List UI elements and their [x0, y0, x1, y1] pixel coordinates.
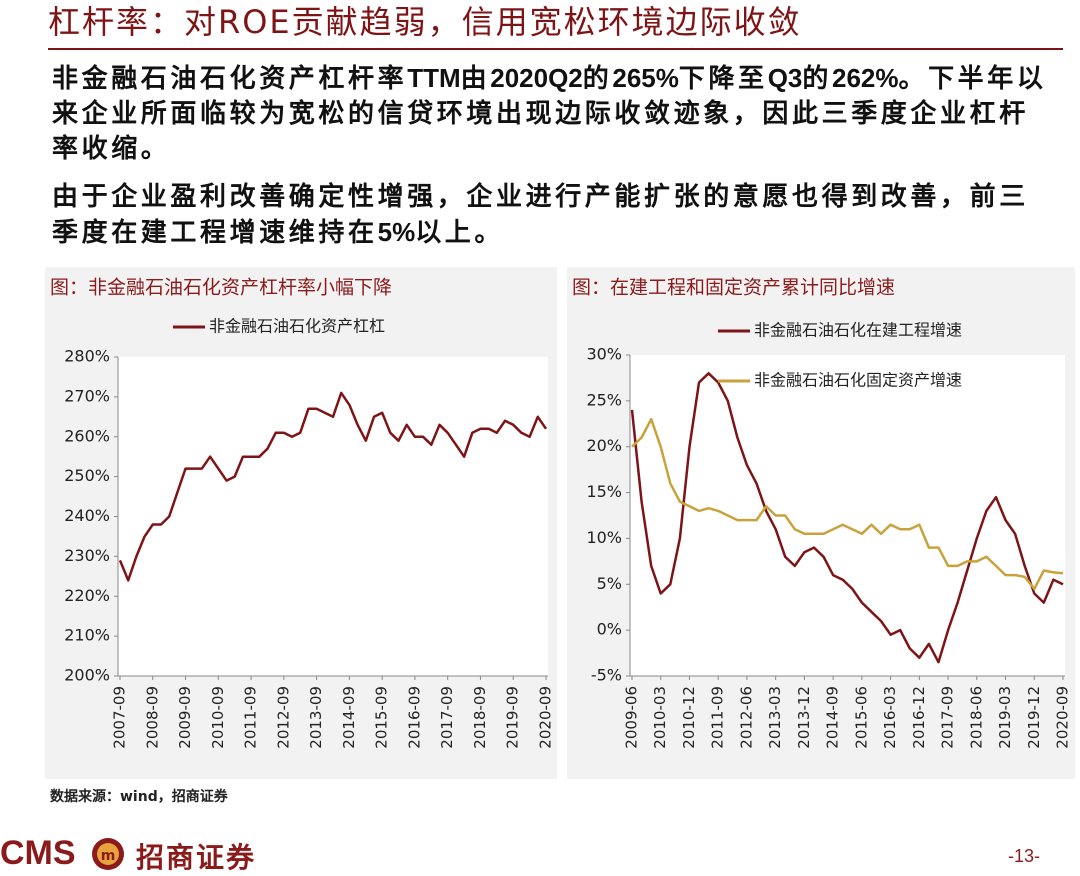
x-tick-label: 2019-09: [504, 686, 522, 749]
x-tick-label: 2010-03: [651, 686, 669, 749]
x-tick-label: 2018-09: [471, 686, 489, 749]
logo: [97, 843, 119, 865]
chart-title: 图：非金融石油石化资产杠杆率小幅下降: [50, 277, 392, 299]
text-run: 。下半年以来企业所面临较为宽松的信贷环境出现边际收敛迹象，因此三季度企业杠杆率收…: [52, 64, 1047, 164]
x-tick-label: 2013-09: [307, 686, 325, 749]
x-tick-label: 2015-06: [852, 686, 870, 749]
y-tick-label: 0%: [597, 620, 622, 639]
text-run: 262%: [831, 63, 899, 93]
y-tick-label: 25%: [586, 390, 622, 409]
y-tick-label: 30%: [586, 345, 622, 364]
x-tick-label: 2015-09: [373, 686, 391, 749]
x-tick-label: 2017-09: [939, 686, 957, 749]
x-tick-label: 2014-09: [824, 686, 842, 749]
legend-label: 非金融石油石化在建工程增速: [754, 321, 962, 340]
x-tick-label: 2009-09: [176, 686, 194, 749]
x-tick-label: 2010-12: [680, 686, 698, 749]
text-run: 265%: [612, 63, 679, 93]
y-tick-label: 230%: [64, 546, 110, 565]
source: 数据来源：wind，招商证券: [50, 789, 228, 805]
x-tick-label: 2013-12: [795, 686, 813, 749]
page-number: -13-: [1008, 846, 1041, 866]
text-run: 下降至: [678, 64, 768, 94]
x-tick-label: 2014-09: [340, 686, 358, 749]
brand: 招商证券: [136, 841, 257, 874]
series-line: [630, 372, 1064, 664]
y-tick-label: 270%: [64, 386, 110, 405]
text-run: 的: [802, 64, 832, 94]
text-run: 由于企业盈利改善确定性增强，企业进行产能扩张的意愿也得到改善，前三季度在建工程增…: [52, 182, 1029, 248]
x-tick-label: 2010-09: [209, 686, 227, 749]
x-tick-label: 2012-09: [274, 686, 292, 749]
x-tick-label: 2016-03: [881, 686, 899, 749]
x-tick-label: 2016-09: [405, 686, 423, 749]
y-tick-label: 210%: [64, 626, 110, 645]
y-tick-label: -5%: [591, 666, 622, 685]
y-tick-label: 240%: [64, 506, 110, 525]
text-run: Q3: [767, 63, 803, 93]
x-tick-label: 2019-03: [996, 686, 1014, 749]
y-tick-label: 10%: [586, 528, 622, 547]
text-run: 由: [460, 64, 491, 94]
text-run: 5%: [377, 217, 416, 247]
legend-label: 非金融石油石化资产杠杠: [209, 317, 385, 336]
plot-area: [118, 357, 548, 676]
x-tick-label: 2016-12: [910, 686, 928, 749]
y-tick-label: 15%: [586, 482, 622, 501]
y-tick-label: 5%: [597, 574, 622, 593]
x-tick-label: 2011-09: [242, 686, 260, 749]
x-tick-label: 2013-03: [766, 686, 784, 749]
y-tick-label: 220%: [64, 586, 110, 605]
x-tick-label: 2011-09: [709, 686, 727, 749]
x-tick-label: 2017-09: [438, 686, 456, 749]
paragraph: 由于企业盈利改善确定性增强，企业进行产能扩张的意愿也得到改善，前三季度在建工程增…: [52, 180, 1057, 251]
x-tick-label: 2020-09: [537, 686, 555, 749]
text-run: 2020Q2: [490, 63, 583, 93]
x-tick-label: 2020-09: [1054, 686, 1072, 749]
y-tick-label: 250%: [64, 466, 110, 485]
x-tick-label: 2019-12: [1025, 686, 1043, 749]
text-run: 的: [582, 64, 613, 94]
text-run: 非金融石油石化资产杠杆率: [52, 64, 408, 94]
x-tick-label: 2007-09: [111, 686, 129, 749]
legend-label: 非金融石油石化固定资产增速: [754, 371, 962, 390]
paragraph: 非金融石油石化资产杠杆率TTM由2020Q2的265%下降至Q3的262%。下半…: [52, 61, 1057, 167]
y-tick-label: 20%: [586, 436, 622, 455]
plot-area: [630, 355, 1065, 676]
x-tick-label: 2018-06: [967, 686, 985, 749]
text-run: TTM: [407, 63, 461, 93]
text-run: 以上。: [415, 218, 504, 248]
title-rule: [48, 48, 1063, 50]
series-line: [631, 417, 1064, 591]
y-tick-label: 280%: [64, 347, 110, 366]
x-tick-label: 2012-06: [737, 686, 755, 749]
x-tick-label: 2009-06: [623, 686, 641, 749]
brand: CMS: [0, 834, 76, 872]
logo: m: [101, 848, 116, 864]
y-tick-label: 260%: [64, 426, 110, 445]
series-line: [118, 391, 548, 582]
x-tick-label: 2008-09: [143, 686, 161, 749]
chart-title: 图：在建工程和固定资产累计同比增速: [572, 277, 895, 299]
slide-title: 杠杆率：对ROE贡献趋弱，信用宽松环境边际收敛: [48, 3, 802, 41]
y-tick-label: 200%: [64, 666, 110, 685]
